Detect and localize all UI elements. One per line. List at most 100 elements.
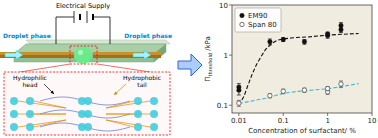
molecule-curve [40, 97, 130, 105]
point [302, 88, 306, 92]
schematic: Electrical Supply Droplet phase Droplet ph… [0, 2, 172, 135]
tube [93, 52, 161, 55]
molecule-head [134, 97, 142, 105]
zoom-line [20, 64, 70, 72]
annotation-line: tail [137, 81, 147, 88]
tube [93, 55, 161, 58]
molecule-tail [106, 101, 150, 108]
point [237, 101, 241, 105]
x-tick-label: 1 [325, 117, 329, 125]
molecule-head [26, 123, 34, 131]
legend: EM90Span 80 [235, 8, 281, 32]
pointer-head [114, 92, 118, 96]
droplet-highlight [78, 50, 83, 55]
point [281, 37, 285, 41]
error-bar [268, 39, 272, 45]
annotation-line: Electrical Supply [56, 2, 110, 10]
molecule-curve [40, 123, 130, 131]
battery-plate [92, 14, 94, 20]
molecule-head [84, 110, 92, 118]
y-tick-label: 10 [219, 2, 228, 10]
molecule-tail [18, 101, 66, 108]
molecule-head [26, 97, 34, 105]
legend-marker [240, 22, 244, 26]
x-tick [283, 113, 284, 116]
plot-background [232, 5, 372, 113]
annotation: Hydrophilichead [13, 74, 47, 88]
x-tick-label: 10 [368, 117, 377, 125]
flow-arrow [5, 51, 23, 60]
zoom-line [97, 64, 150, 72]
panel-arrow [178, 54, 202, 76]
annotation-line: Droplet phase [3, 32, 51, 40]
annotation: Droplet phase [124, 32, 172, 40]
molecule-head [84, 97, 92, 105]
x-axis-label: Concentration of surfactant/ % [248, 127, 356, 135]
error-bar [326, 32, 330, 36]
molecule-tail [34, 114, 66, 115]
chip-back [26, 40, 170, 44]
pointer-head [51, 91, 55, 95]
error-bar [326, 87, 330, 91]
molecule-head [150, 123, 158, 131]
molecule-head [10, 110, 18, 118]
y-tick [229, 55, 232, 56]
point [237, 85, 241, 89]
legend-label: EM90 [248, 12, 267, 20]
point [302, 40, 306, 44]
molecule-tail [106, 114, 150, 115]
zoom-box [70, 46, 97, 64]
pointer [114, 84, 126, 95]
point [339, 82, 343, 86]
pointer [44, 84, 54, 94]
error-bar [339, 81, 343, 88]
y-tick [229, 5, 232, 6]
chart: 0.010.11100.1110Concentration of surfact… [204, 2, 376, 136]
annotation: Hydrophobictail [123, 74, 161, 88]
annotation-line: head [23, 81, 38, 88]
error-bar [339, 23, 343, 29]
legend-marker [240, 13, 244, 17]
battery-plate [79, 14, 81, 20]
point [281, 89, 285, 93]
molecule-head [150, 97, 158, 105]
y-tick [229, 105, 232, 106]
annotation: Droplet phase [3, 32, 51, 40]
wire [93, 17, 110, 44]
annotation-line: Droplet phase [124, 32, 172, 40]
molecule-head [10, 97, 18, 105]
point [268, 40, 272, 44]
battery-plate [74, 11, 75, 23]
error-bar [237, 84, 241, 92]
x-tick [238, 113, 239, 116]
error-bar [302, 39, 306, 44]
molecule-tail [18, 114, 66, 115]
error-bar [268, 94, 272, 98]
y-label-unit: /kPa [204, 36, 212, 53]
fit-line [239, 34, 359, 106]
droplet [74, 46, 92, 64]
annotation: Electrical Supply [56, 2, 110, 10]
point [325, 86, 329, 90]
molecule-head [134, 123, 142, 131]
error-bar [281, 89, 285, 94]
x-tick-label: 0.1 [278, 117, 289, 125]
wire [56, 17, 74, 44]
error-bar [237, 100, 241, 106]
error-bar [302, 88, 306, 92]
point [325, 32, 329, 36]
molecule-head [134, 110, 142, 118]
figure: Electrical Supply Droplet phase Droplet ph… [0, 0, 378, 138]
y-tick-label: 0.1 [217, 102, 228, 110]
molecule-tail [18, 120, 66, 127]
molecule-tail [34, 101, 66, 108]
error-bar [281, 38, 285, 42]
data-area [237, 23, 359, 107]
y-tick-label: 1 [224, 52, 228, 60]
molecule-tail [106, 120, 150, 127]
legend-label: Span 80 [248, 21, 277, 29]
molecule-tail [34, 120, 66, 127]
molecule-head [150, 110, 158, 118]
x-tick [327, 113, 328, 116]
plot-frame [232, 5, 372, 113]
